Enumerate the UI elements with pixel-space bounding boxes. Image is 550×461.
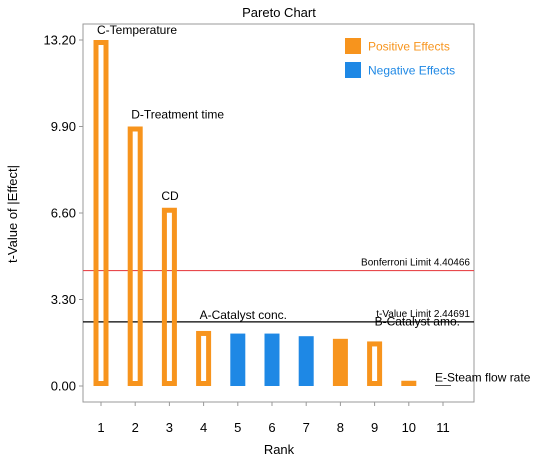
bars [93, 40, 451, 387]
y-tick-label: 13.20 [43, 33, 76, 48]
legend-swatch [345, 62, 361, 78]
bar-rank-2 [127, 126, 143, 386]
y-tick-label: 9.90 [51, 119, 76, 134]
x-tick-label: 7 [303, 420, 310, 435]
legend-label: Negative Effects [368, 64, 455, 78]
bar-label: B-Catalyst amo. [375, 314, 460, 328]
legend: Positive Effects Negative Effects [345, 38, 455, 78]
y-axis-ticks: 0.00 3.30 6.60 9.90 13.20 [43, 33, 83, 394]
x-tick-label: 11 [436, 420, 450, 435]
legend-label: Positive Effects [368, 40, 450, 54]
bar-rank-7 [298, 336, 314, 386]
y-tick-label: 6.60 [51, 206, 76, 221]
bar-labels: C-Temperature D-Treatment time CD A-Catalys… [97, 23, 531, 384]
x-tick-label: 5 [234, 420, 241, 435]
reference-line-label: Bonferroni Limit 4.40466 [361, 258, 470, 269]
y-axis-label: t-Value of |Effect| [5, 165, 20, 263]
bar-rank-8 [332, 338, 348, 386]
y-tick-label: 3.30 [51, 292, 76, 307]
x-tick-label: 10 [402, 420, 416, 435]
bar-rank-3 [161, 207, 177, 386]
bar-rank-10 [401, 380, 417, 386]
x-axis-ticks: 1 2 3 4 5 6 7 8 9 10 11 [97, 402, 450, 435]
bar-label: E-Steam flow rate [435, 370, 531, 384]
bar-label: A-Catalyst conc. [200, 308, 287, 322]
bar-label: D-Treatment time [131, 108, 224, 122]
bar-rank-5 [230, 333, 246, 386]
bar-rank-11 [435, 385, 451, 386]
x-axis-label: Rank [264, 442, 295, 457]
y-tick-label: 0.00 [51, 379, 76, 394]
bar-rank-1 [93, 40, 109, 386]
reference-line-label: t-Value Limit 2.44691 [376, 309, 470, 320]
bar-rank-6 [264, 333, 280, 386]
reference-lines: Bonferroni Limit 4.40466 t-Value Limit 2.… [83, 258, 474, 323]
bar-label: C-Temperature [97, 23, 177, 37]
x-tick-label: 8 [337, 420, 344, 435]
bar-rank-9 [367, 341, 383, 386]
bar-rank-4 [196, 330, 212, 387]
bar-label: CD [161, 189, 179, 203]
x-tick-label: 9 [371, 420, 378, 435]
x-tick-label: 3 [166, 420, 173, 435]
x-tick-label: 1 [97, 420, 104, 435]
x-tick-label: 4 [200, 420, 207, 435]
x-tick-label: 2 [132, 420, 139, 435]
x-tick-label: 6 [268, 420, 275, 435]
chart-title: Pareto Chart [242, 5, 316, 20]
legend-swatch [345, 38, 361, 54]
